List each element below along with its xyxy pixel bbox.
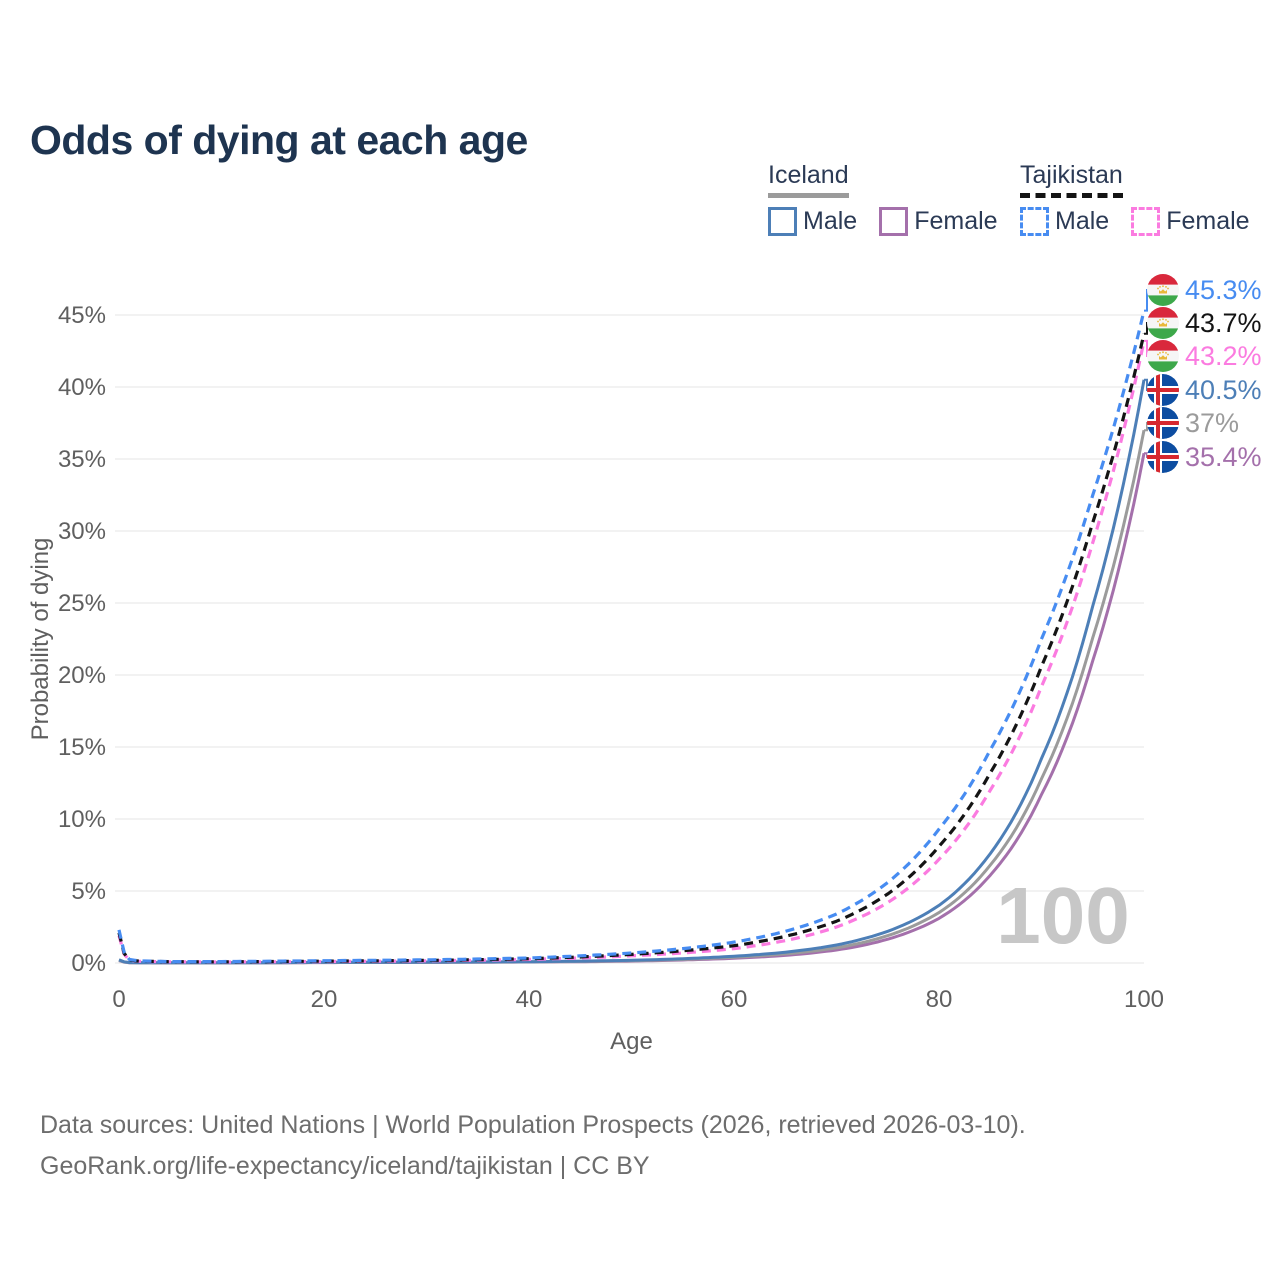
series-line-iceland-female[interactable] bbox=[118, 452, 1146, 965]
y-tick-label: 15% bbox=[58, 734, 106, 761]
y-tick-label: 40% bbox=[58, 374, 106, 401]
x-axis-title: Age bbox=[610, 1028, 653, 1055]
series-line-tajikistan-female[interactable] bbox=[117, 340, 1146, 964]
legend-country-iceland[interactable]: Iceland bbox=[768, 161, 849, 198]
end-label-tajikistan-total: 43.7% bbox=[1185, 308, 1262, 338]
flag-iceland bbox=[1147, 374, 1179, 406]
y-tick-label: 30% bbox=[58, 518, 106, 545]
flag-iceland bbox=[1147, 407, 1179, 439]
end-label-iceland-female: 35.4% bbox=[1185, 442, 1262, 472]
series-line-tajikistan-male[interactable] bbox=[117, 310, 1146, 964]
attribution-line: GeoRank.org/life-expectancy/iceland/taji… bbox=[40, 1152, 650, 1180]
y-axis-title: Probability of dying bbox=[27, 538, 54, 741]
legend-label-tajikistan-male: Male bbox=[1055, 207, 1110, 235]
y-tick-label: 35% bbox=[58, 446, 106, 473]
legend-group-iceland: Iceland Male Female bbox=[768, 161, 998, 236]
y-tick-label: 0% bbox=[71, 950, 106, 977]
legend-swatch-tajikistan-female[interactable] bbox=[1131, 207, 1161, 236]
hover-age-watermark: 100 bbox=[996, 871, 1129, 960]
series-line-tajikistan-total[interactable] bbox=[117, 333, 1146, 964]
end-label-tajikistan-male: 45.3% bbox=[1185, 275, 1262, 305]
data-sources-line: Data sources: United Nations | World Pop… bbox=[40, 1111, 1026, 1139]
legend-swatch-iceland-male[interactable] bbox=[768, 207, 797, 236]
end-label-iceland-total: 37% bbox=[1185, 408, 1239, 438]
chart-canvas[interactable]: 0% 5% 10% 15% 20% 25% 30% 35% 40% 45% 0 20 40 60 80 100… bbox=[0, 0, 1280, 1080]
footer: Data sources: United Nations | World Pop… bbox=[40, 1105, 1026, 1187]
flag-iceland bbox=[1147, 441, 1179, 473]
x-tick-label: 20 bbox=[311, 986, 338, 1013]
page-title: Odds of dying at each age bbox=[30, 117, 528, 164]
y-tick-label: 20% bbox=[58, 662, 106, 689]
flag-tajikistan bbox=[1147, 340, 1179, 372]
legend-swatch-iceland-female[interactable] bbox=[879, 207, 909, 236]
x-tick-label: 40 bbox=[516, 986, 543, 1013]
end-label-tajikistan-female: 43.2% bbox=[1185, 341, 1262, 371]
series-line-iceland-total[interactable] bbox=[118, 429, 1146, 965]
flag-tajikistan bbox=[1147, 274, 1179, 306]
x-tick-label: 100 bbox=[1124, 986, 1164, 1013]
flag-tajikistan bbox=[1147, 307, 1179, 339]
legend-swatch-tajikistan-male[interactable] bbox=[1020, 207, 1049, 236]
legend-label-iceland-male: Male bbox=[803, 207, 858, 235]
x-tick-label: 60 bbox=[721, 986, 748, 1013]
legend-label-iceland-female: Female bbox=[914, 207, 998, 235]
y-tick-label: 10% bbox=[58, 806, 106, 833]
x-tick-label: 0 bbox=[112, 986, 125, 1013]
legend-label-tajikistan-female: Female bbox=[1166, 207, 1250, 235]
y-tick-label: 25% bbox=[58, 590, 106, 617]
y-tick-label: 45% bbox=[58, 302, 106, 329]
end-label-iceland-male: 40.5% bbox=[1185, 375, 1262, 405]
legend-group-tajikistan: Tajikistan Male Female bbox=[1020, 161, 1250, 236]
legend-country-tajikistan[interactable]: Tajikistan bbox=[1020, 161, 1123, 198]
y-tick-label: 5% bbox=[71, 878, 106, 905]
x-tick-label: 80 bbox=[926, 986, 953, 1013]
